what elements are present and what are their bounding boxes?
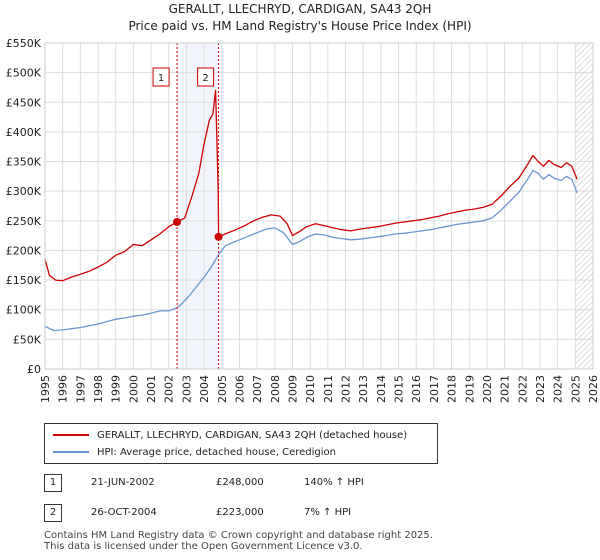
- x-tick-label: 2023: [534, 375, 547, 403]
- legend-label-property: GERALLT, LLECHRYD, CARDIGAN, SA43 2QH (d…: [97, 429, 408, 441]
- sale-marker-label: 1: [158, 73, 164, 84]
- x-tick-label: 2013: [357, 375, 370, 403]
- transaction-date: 26-OCT-2004: [91, 507, 157, 518]
- sale-marker-badge: [197, 67, 215, 87]
- price-chart: 1 2 £0 £50K £100K £150K £200K £250K £300K £350K £…: [6, 37, 600, 403]
- x-tick-label: 1999: [110, 375, 123, 403]
- y-tick-label: £200K: [6, 244, 42, 257]
- sale-point: [173, 218, 182, 227]
- x-tick-label: 2019: [463, 375, 476, 403]
- sale-marker-badge: [152, 67, 170, 87]
- legend-item-property: GERALLT, LLECHRYD, CARDIGAN, SA43 2QH (d…: [53, 427, 407, 443]
- x-tick-label: 2007: [251, 375, 264, 403]
- x-tick-label: 2014: [375, 375, 388, 403]
- chart-title: GERALLT, LLECHRYD, CARDIGAN, SA43 2QH: [168, 2, 432, 16]
- series-line: [44, 89, 578, 282]
- y-tick-label: £500K: [6, 67, 42, 80]
- transaction-badge: 1: [44, 474, 62, 492]
- y-tick-label: £0: [27, 363, 41, 376]
- transaction-price: £223,000: [216, 507, 264, 518]
- x-tick-label: 2011: [322, 375, 335, 403]
- x-tick-label: 2024: [552, 375, 565, 403]
- x-tick-label: 2008: [269, 375, 282, 403]
- x-tick-label: 2005: [216, 375, 229, 403]
- x-tick-label: 2003: [180, 375, 193, 403]
- x-tick-label: 2010: [304, 375, 317, 403]
- y-tick-label: £450K: [6, 96, 42, 109]
- x-tick-label: 2020: [481, 375, 494, 403]
- x-tick-label: 1995: [39, 375, 52, 403]
- legend-swatch-hpi: [53, 451, 89, 453]
- y-tick-label: £250K: [6, 215, 42, 228]
- sale-point: [214, 232, 223, 241]
- y-tick-label: £50K: [13, 333, 42, 346]
- x-tick-label: 2012: [340, 375, 353, 403]
- x-tick-label: 2016: [410, 375, 423, 403]
- footer-licence: This data is licensed under the Open Gov…: [44, 541, 363, 552]
- x-tick-label: 2009: [286, 375, 299, 403]
- x-tick-label: 2025: [569, 375, 582, 403]
- x-tick-label: 2001: [145, 375, 158, 403]
- x-tick-label: 2026: [587, 375, 600, 403]
- transaction-hpi-change: 7% ↑ HPI: [304, 507, 352, 518]
- series-line: [44, 169, 578, 332]
- transaction-hpi-change: 140% ↑ HPI: [304, 477, 364, 488]
- transaction-badge: 2: [44, 504, 62, 522]
- x-tick-label: 2018: [446, 375, 459, 403]
- x-tick-label: 2000: [127, 375, 140, 403]
- x-tick-label: 2015: [393, 375, 406, 403]
- forecast-hatch: [575, 43, 593, 369]
- x-tick-label: 2004: [198, 375, 211, 403]
- x-tick-label: 1997: [74, 375, 87, 403]
- y-tick-label: £400K: [6, 126, 42, 139]
- sale-marker-label: 2: [202, 73, 208, 84]
- plot-frame: [44, 42, 594, 370]
- sale-period-shading: [177, 43, 219, 369]
- x-tick-label: 2017: [428, 375, 441, 403]
- footer-copyright: Contains HM Land Registry data © Crown c…: [44, 530, 433, 541]
- legend-label-hpi: HPI: Average price, detached house, Cere…: [97, 446, 336, 458]
- chart-subtitle: Price paid vs. HM Land Registry's House …: [128, 19, 472, 33]
- y-tick-label: £550K: [6, 37, 42, 50]
- footer: Contains HM Land Registry data © Crown c…: [44, 530, 433, 552]
- transaction-price: £248,000: [216, 477, 264, 488]
- transaction-date: 21-JUN-2002: [91, 477, 155, 488]
- y-tick-label: £100K: [6, 304, 42, 317]
- legend-swatch-property: [53, 434, 89, 436]
- y-tick-label: £350K: [6, 156, 42, 169]
- y-tick-label: £150K: [6, 274, 42, 287]
- legend-item-hpi: HPI: Average price, detached house, Cere…: [53, 444, 336, 460]
- y-tick-label: £300K: [6, 185, 42, 198]
- x-tick-label: 2006: [233, 375, 246, 403]
- x-tick-label: 1996: [57, 375, 70, 403]
- x-tick-label: 2021: [499, 375, 512, 403]
- plot-area: [45, 43, 593, 369]
- x-tick-label: 2022: [516, 375, 529, 403]
- x-tick-label: 1998: [92, 375, 105, 403]
- x-tick-label: 2002: [163, 375, 176, 403]
- legend: GERALLT, LLECHRYD, CARDIGAN, SA43 2QH (d…: [44, 423, 438, 464]
